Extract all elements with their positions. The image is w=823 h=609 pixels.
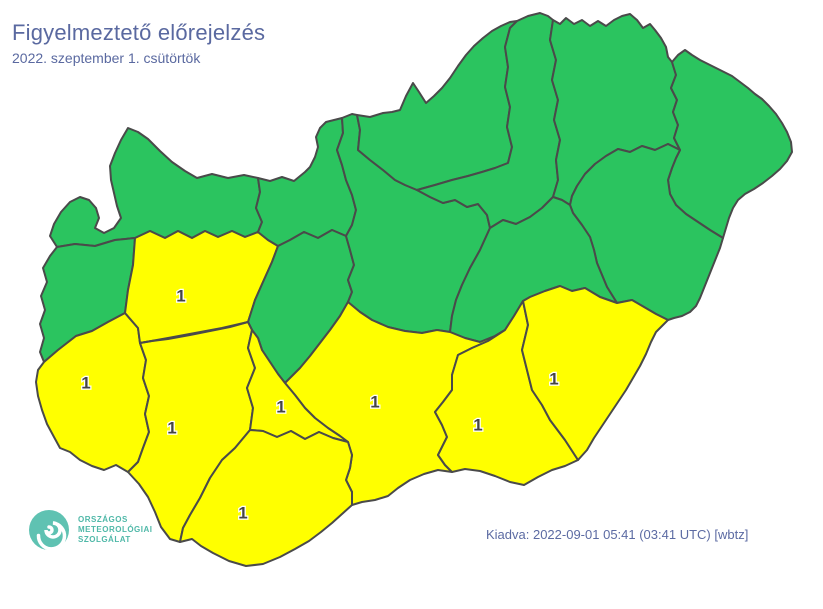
page-title: Figyelmeztető előrejelzés <box>12 20 266 45</box>
lake-balaton <box>139 321 249 344</box>
header: Figyelmeztető előrejelzés 2022. szeptemb… <box>12 20 265 66</box>
omsz-logo: ORSZÁGOS METEOROLÓGIAI SZOLGÁLAT <box>27 508 153 552</box>
county-nograd[interactable] <box>356 20 518 191</box>
county-baranya[interactable] <box>179 429 353 567</box>
warning-level-label-zala: 1 <box>81 374 90 393</box>
warning-level-label-veszprem: 1 <box>176 287 185 306</box>
warning-level-label-csongrad-csanad: 1 <box>473 416 482 435</box>
issued-timestamp: Kiadva: 2022-09-01 05:41 (03:41 UTC) [wb… <box>486 527 749 542</box>
warning-level-label-baranya: 1 <box>238 504 247 523</box>
warning-level-label-bacs-kiskun: 1 <box>370 393 379 412</box>
warning-level-label-somogy: 1 <box>167 419 176 438</box>
county-gyor-moson-sopron[interactable] <box>49 127 263 248</box>
forecast-date: 2022. szeptember 1. csütörtök <box>12 50 201 66</box>
omsz-logo-line3: SZOLGÁLAT <box>78 535 131 544</box>
county-szabolcs-szatmar-bereg[interactable] <box>667 49 793 239</box>
warning-level-label-bekes: 1 <box>549 370 558 389</box>
warning-level-label-tolna: 1 <box>276 398 285 417</box>
omsz-logo-line2: METEOROLÓGIAI <box>78 525 153 534</box>
omsz-logo-text: ORSZÁGOS METEOROLÓGIAI SZOLGÁLAT <box>78 515 153 545</box>
omsz-logo-line1: ORSZÁGOS <box>78 515 128 524</box>
omsz-spiral-icon <box>29 510 69 551</box>
county-bekes[interactable] <box>521 285 669 461</box>
